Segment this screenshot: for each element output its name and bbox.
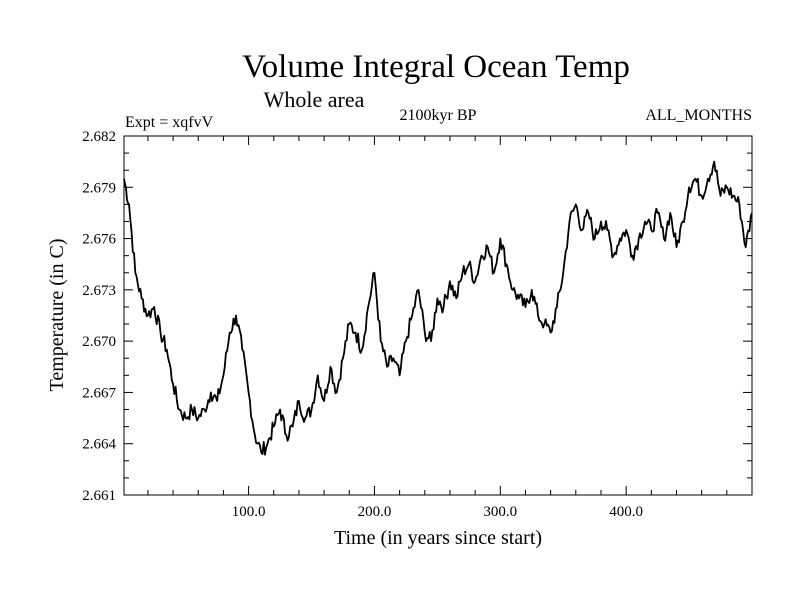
x-axis-label: Time (in years since start) [334,527,542,549]
y-tick-label: 2.676 [82,232,116,248]
y-tick-label: 2.667 [82,385,116,401]
x-tick-label: 400.0 [609,504,643,520]
series-line [123,160,753,456]
y-tick-label: 2.670 [82,334,116,350]
y-axis-label: Temperature (in C) [46,239,68,392]
x-axis: 100.0 200.0 300.0 400.0 [147,136,753,520]
y-tick-label: 2.664 [82,437,116,453]
x-tick-label: 200.0 [358,504,392,520]
y-tick-label: 2.682 [82,129,116,145]
x-tick-label: 300.0 [483,504,517,520]
months-label: ALL_MONTHS [645,107,752,124]
period-label: 2100kyr BP [400,107,477,124]
experiment-label: Expt = xqfvV [125,114,214,131]
y-tick-label: 2.673 [82,283,116,299]
x-tick-label: 100.0 [232,504,266,520]
y-tick-label: 2.679 [82,180,116,196]
chart-subtitle: Whole area [264,87,365,112]
plot-frame [123,135,753,496]
y-axis: 2.661 2.664 2.667 2.670 2.673 2.676 2.679 2.682 [82,129,752,504]
chart-title: Volume Integral Ocean Temp [242,49,630,85]
y-tick-label: 2.661 [82,488,116,504]
